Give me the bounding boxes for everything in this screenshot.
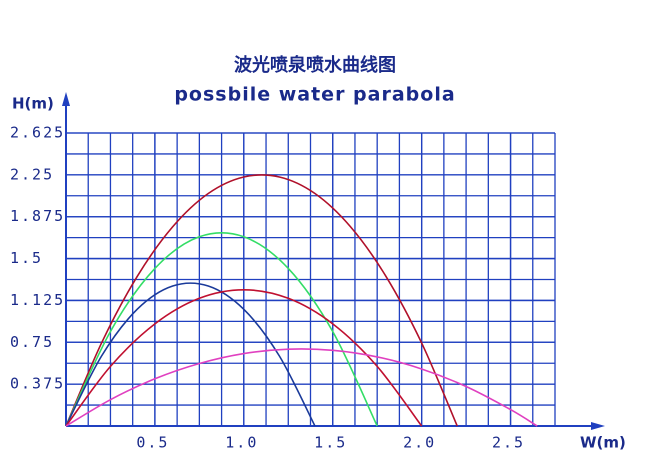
y-tick-label: 0.75	[10, 333, 54, 351]
y-tick-label: 2.625	[10, 124, 65, 142]
y-axis-label: H(m)	[12, 95, 54, 113]
y-tick-label: 1.875	[10, 207, 65, 225]
x-axis-arrow	[591, 422, 605, 430]
curve	[65, 174, 458, 427]
x-axis-label: W(m)	[580, 434, 626, 452]
curve	[65, 232, 378, 427]
y-tick-label: 2.25	[10, 165, 54, 183]
curve	[65, 282, 316, 427]
curve	[65, 289, 423, 427]
chart-subtitle: possbile water parabola	[174, 84, 455, 106]
y-tick-label: 1.125	[10, 291, 65, 309]
x-tick-label: 2.5	[492, 434, 525, 452]
x-tick-label: 1.5	[314, 434, 347, 452]
y-tick-label: 0.375	[10, 375, 65, 393]
x-tick-label: 1.0	[225, 434, 258, 452]
curve	[65, 348, 538, 427]
x-tick-label: 2.0	[403, 434, 436, 452]
chart-title: 波光喷泉喷水曲线图	[234, 54, 396, 76]
x-tick-label: 0.5	[136, 434, 169, 452]
y-axis-arrow	[62, 92, 70, 106]
y-tick-label: 1.5	[10, 249, 43, 267]
